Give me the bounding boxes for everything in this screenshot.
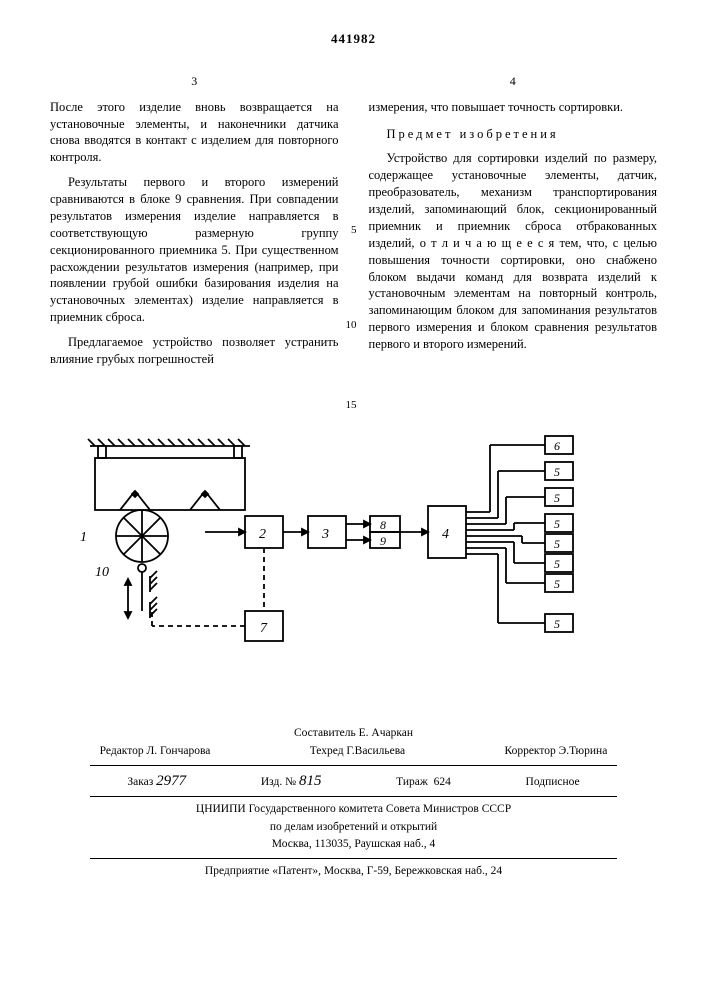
left-column: 3 После этого изделие вновь возвращается… [50, 73, 339, 376]
order-label: Заказ [127, 776, 153, 788]
editor-name: Л. Гончарова [147, 745, 211, 757]
divider-1 [90, 765, 617, 766]
left-p1: После этого изделие вновь возвращается н… [50, 99, 339, 167]
label-5b: 5 [554, 491, 560, 505]
compiler-name: Е. Ачаркан [359, 727, 413, 739]
right-column: 4 измерения, что повышает точность сорти… [369, 73, 658, 376]
label-9: 9 [380, 534, 386, 548]
ed-number: 815 [299, 773, 322, 789]
label-7: 7 [260, 621, 268, 636]
label-4: 4 [442, 527, 449, 542]
left-col-number: 3 [50, 73, 339, 89]
label-5g: 5 [554, 617, 560, 631]
corrector-label: Корректор [504, 745, 555, 757]
editor-label: Редактор [100, 745, 144, 757]
compiler-line: Составитель Е. Ачаркан [50, 726, 657, 742]
label-10: 10 [95, 565, 109, 580]
order-row: Заказ 2977 Изд. № 815 Тираж 624 Подписно… [90, 771, 617, 791]
corrector-name: Э.Тюрина [559, 745, 608, 757]
document-number: 441982 [50, 30, 657, 48]
text-columns: 3 После этого изделие вновь возвращается… [50, 73, 657, 376]
credits-row: Редактор Л. Гончарова Техред Г.Васильева… [50, 744, 657, 760]
right-p1: измерения, что повышает точность сортиро… [369, 99, 658, 116]
label-1: 1 [80, 530, 87, 545]
divider-2 [90, 796, 617, 797]
compiler-label: Составитель [294, 727, 356, 739]
tech-label: Техред [310, 745, 344, 757]
footer: Составитель Е. Ачаркан Редактор Л. Гонча… [50, 726, 657, 879]
ed-label: Изд. № [261, 776, 296, 788]
tirazh-label: Тираж [396, 776, 428, 788]
label-5f: 5 [554, 577, 560, 591]
enterprise: Предприятие «Патент», Москва, Г-59, Бере… [50, 864, 657, 880]
label-5d: 5 [554, 537, 560, 551]
line-number-15: 15 [346, 398, 357, 413]
address-1: Москва, 113035, Раушская наб., 4 [50, 837, 657, 853]
left-p3: Предлагаемое устройство позволяет устран… [50, 334, 339, 368]
schematic-diagram: 1 10 2 3 8 9 [50, 416, 610, 666]
label-5a: 5 [554, 465, 560, 479]
label-6: 6 [554, 439, 560, 453]
label-5c: 5 [554, 517, 560, 531]
left-p2: Результаты первого и второго измерений с… [50, 174, 339, 326]
label-5e: 5 [554, 557, 560, 571]
order-number: 2977 [156, 773, 186, 789]
org-line-2: по делам изобретений и открытий [50, 820, 657, 836]
right-p2: Устройство для сортировки изделий по раз… [369, 150, 658, 353]
line-number-5: 5 [351, 223, 357, 238]
line-number-10: 10 [346, 318, 357, 333]
label-3: 3 [321, 527, 329, 542]
divider-3 [90, 858, 617, 859]
org-line-1: ЦНИИПИ Государственного комитета Совета … [50, 802, 657, 818]
subscription: Подписное [526, 775, 580, 791]
tech-name: Г.Васильева [346, 745, 405, 757]
right-col-number: 4 [369, 73, 658, 89]
tirazh-number: 624 [434, 776, 451, 788]
claims-heading: Предмет изобретения [369, 126, 658, 143]
label-2: 2 [259, 527, 266, 542]
label-8: 8 [380, 518, 386, 532]
